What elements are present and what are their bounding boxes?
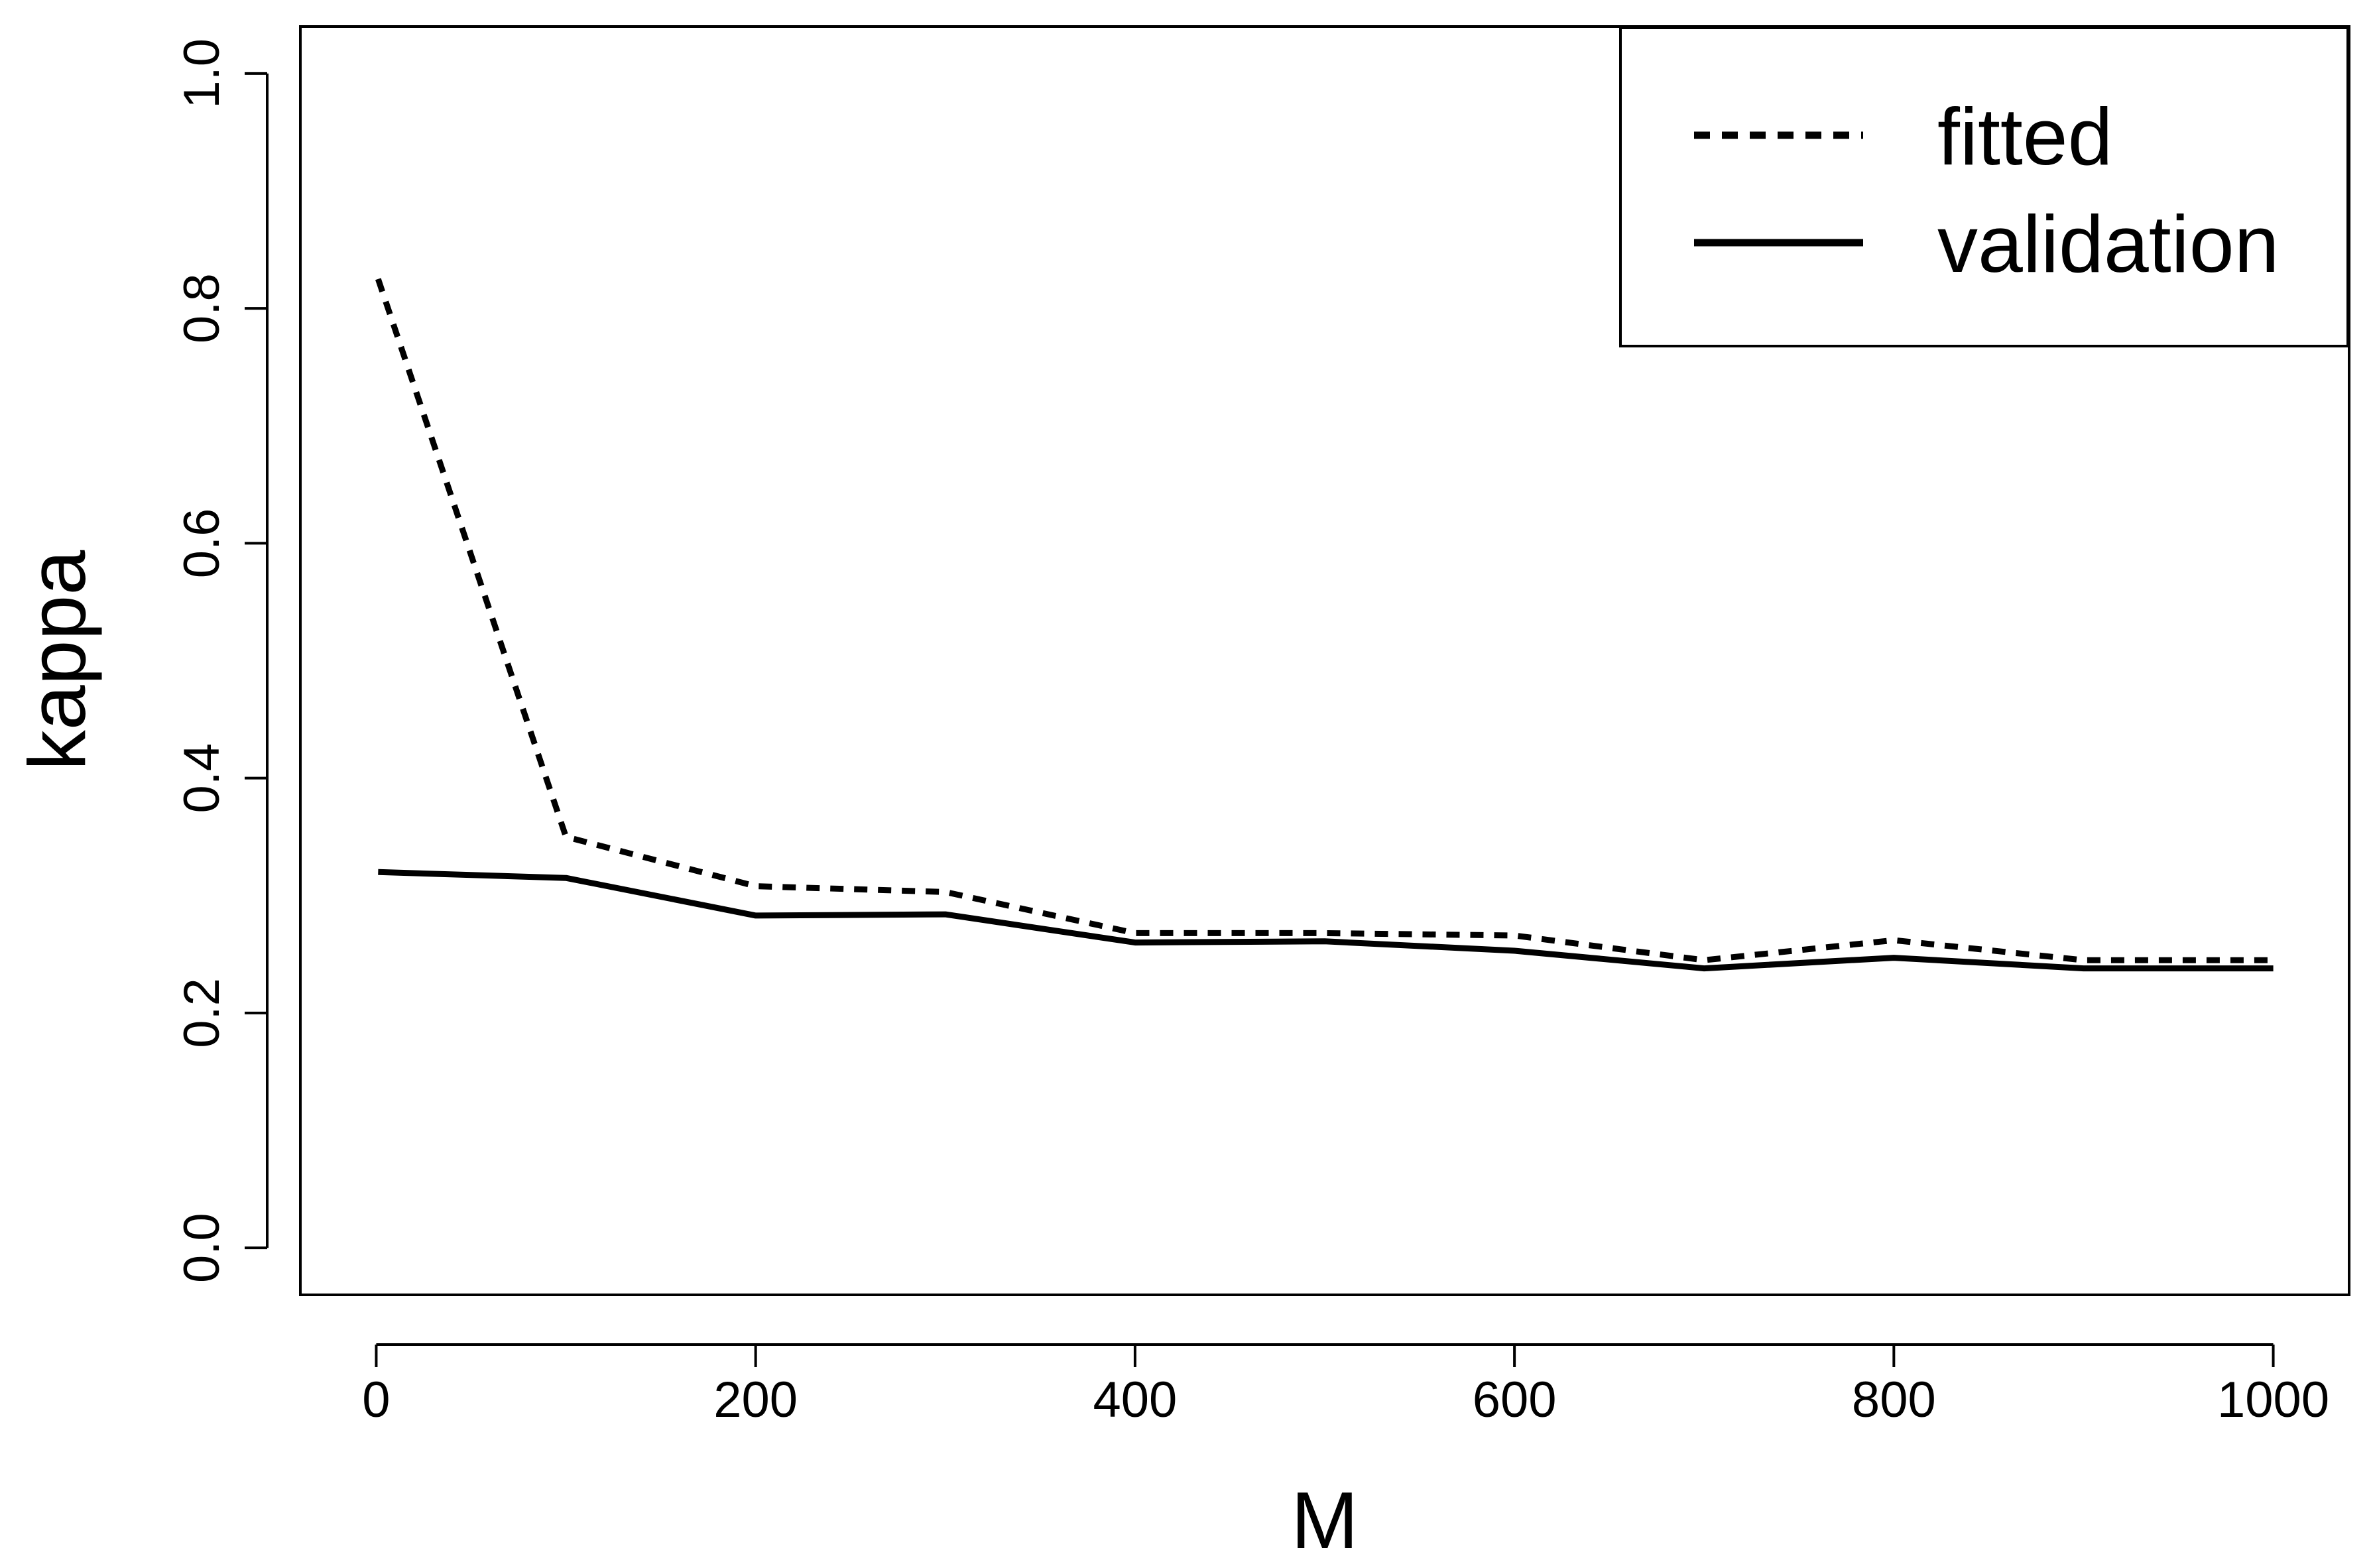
x-tick-label: 0 bbox=[362, 1372, 390, 1428]
y-tick-label: 0.8 bbox=[174, 273, 230, 343]
y-tick-label: 0.2 bbox=[174, 978, 230, 1048]
x-tick-label: 400 bbox=[1093, 1372, 1177, 1428]
x-axis: 0 200 400 600 800 1000 bbox=[362, 1343, 2329, 1428]
y-tick-label: 0.4 bbox=[174, 743, 230, 814]
y-axis-title: kappa bbox=[12, 550, 102, 771]
series-layer bbox=[375, 278, 2274, 972]
series-line-validation bbox=[378, 869, 2274, 972]
legend-box bbox=[1619, 27, 2349, 347]
y-tick-label: 1.0 bbox=[174, 38, 230, 109]
legend: fitted validation bbox=[1619, 27, 2349, 347]
plot-frame bbox=[299, 25, 2350, 1296]
x-tick-label: 1000 bbox=[2217, 1372, 2329, 1428]
legend-label-fitted: fitted bbox=[1937, 91, 2113, 182]
x-tick-label: 800 bbox=[1852, 1372, 1936, 1428]
y-tick-label: 0.6 bbox=[174, 509, 230, 579]
y-axis: 0.0 0.2 0.4 0.6 0.8 1.0 bbox=[174, 38, 269, 1283]
x-axis-title: M bbox=[1291, 1475, 1359, 1565]
legend-label-validation: validation bbox=[1937, 199, 2279, 289]
series-line-fitted bbox=[375, 278, 2274, 963]
y-tick-label: 0.0 bbox=[174, 1213, 230, 1283]
x-tick-label: 200 bbox=[713, 1372, 798, 1428]
x-tick-label: 600 bbox=[1473, 1372, 1557, 1428]
